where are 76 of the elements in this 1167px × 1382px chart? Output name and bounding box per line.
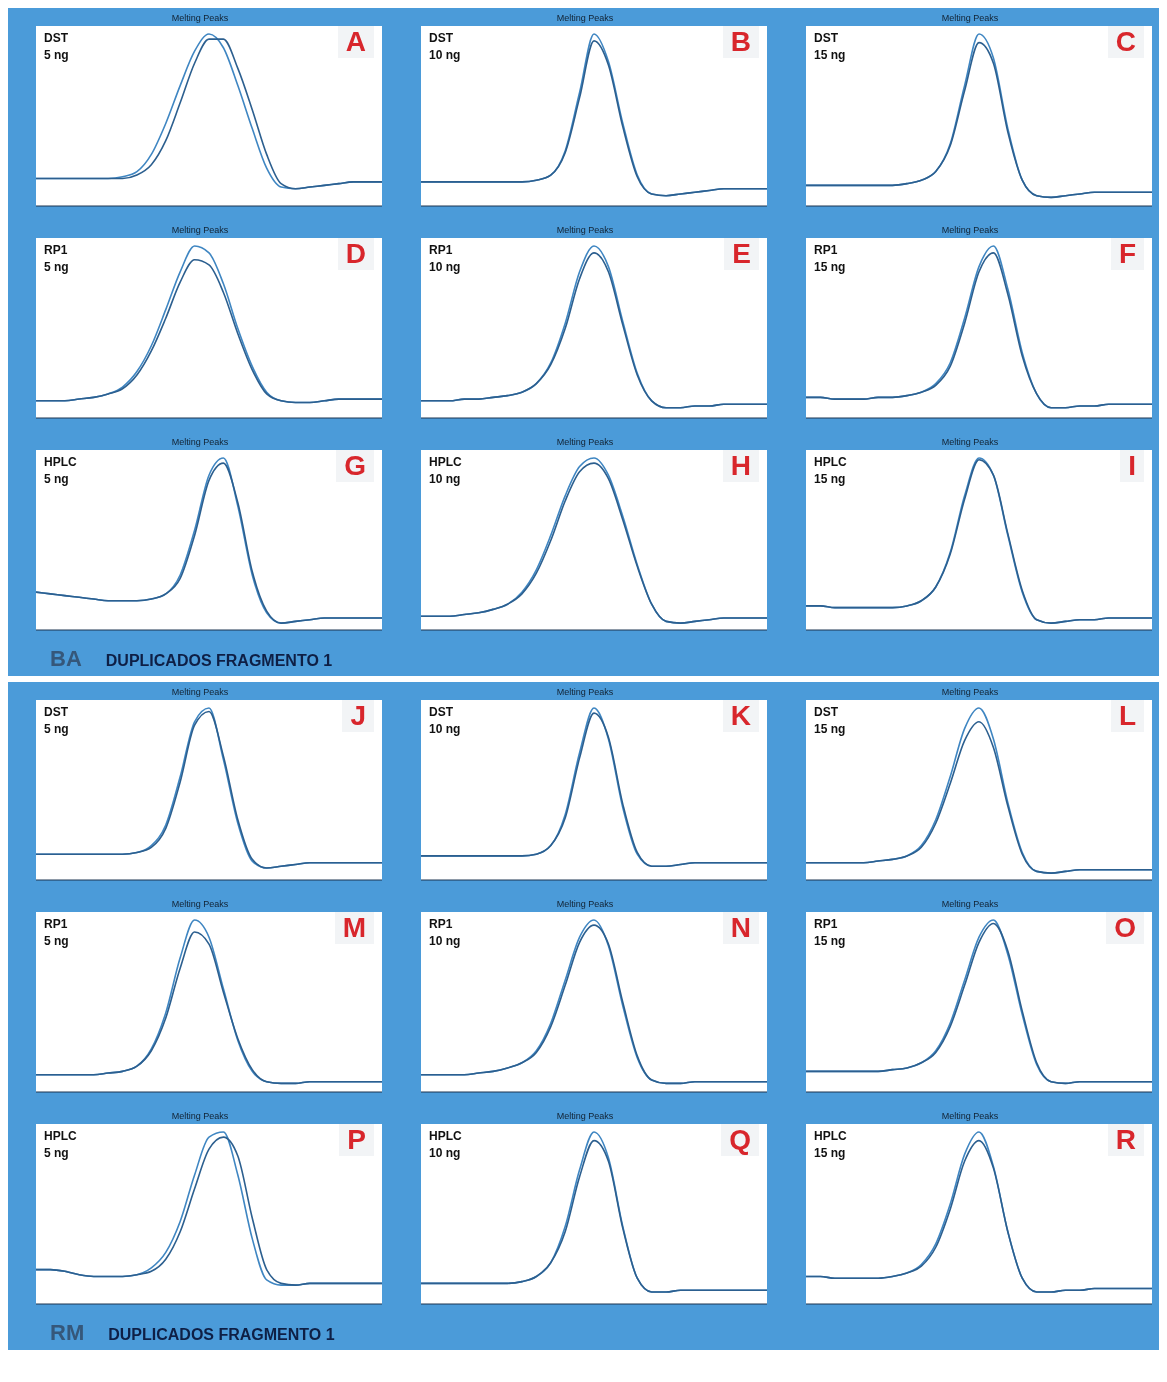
text: BA [50,646,82,671]
annotation: RP1 [44,242,69,259]
chart-title: Melting Peaks [940,12,1000,24]
annotation: 5 ng [44,1145,70,1162]
annotation: DST [429,704,454,721]
annotation: HPLC [429,454,462,471]
annotation: R [1107,1124,1144,1156]
annotation: 5 ng [44,259,69,276]
annotation: 15 ng [814,259,846,276]
annotation: Q [721,1124,759,1156]
annotation: DST [814,30,839,47]
annotation: 5 ng [44,933,69,950]
annotation: I [1120,450,1144,482]
annotation: 10 ng [429,933,461,950]
annotation: HPLC [814,454,847,471]
annotation: RP1 [429,242,454,259]
annotation: G [336,450,374,482]
annotation: RP1 [429,916,454,933]
chart-title: Melting Peaks [555,898,615,910]
annotation: K [722,700,759,732]
annotation: A [337,26,374,58]
annotation: 15 ng [814,47,846,64]
chart-title: Melting Peaks [170,1110,230,1122]
annotation: RP1 [814,916,839,933]
annotation: 5 ng [44,47,69,64]
annotation: RP1 [44,916,69,933]
annotation: 15 ng [814,721,846,738]
annotation: 5 ng [44,721,69,738]
annotation: RP1 [814,242,839,259]
chart-title: Melting Peaks [940,898,1000,910]
annotation: 15 ng [814,1145,847,1162]
chart-title: Melting Peaks [170,686,230,698]
annotation: DST [44,704,69,721]
annotation: HPLC [429,1128,462,1145]
chart-title: Melting Peaks [555,224,615,236]
chart-title: Melting Peaks [170,224,230,236]
annotation: B [722,26,759,58]
annotation: DST [44,30,69,47]
chart-title: Melting Peaks [555,12,615,24]
annotation: F [1110,238,1144,270]
chart-title: Melting Peaks [940,1110,1000,1122]
chart-title: Melting Peaks [555,1110,615,1122]
annotation: D [337,238,374,270]
chart-title: Melting Peaks [940,436,1000,448]
annotation: 10 ng [429,471,462,488]
annotation: 10 ng [429,721,461,738]
annotation: O [1106,912,1144,944]
annotation: 5 ng [44,471,70,488]
chart-title: Melting Peaks [555,686,615,698]
text: RM [50,1320,85,1345]
chart-title: Melting Peaks [555,436,615,448]
chart-title: Melting Peaks [170,12,230,24]
annotation: 10 ng [429,259,461,276]
chart-title: Melting Peaks [170,436,230,448]
annotation: E [724,238,759,270]
annotation: DST [429,30,454,47]
annotation: N [722,912,759,944]
annotation: HPLC [44,454,77,471]
chart-title: Melting Peaks [940,686,1000,698]
text: DUPLICADOS FRAGMENTO 1 [105,652,333,669]
text: DUPLICADOS FRAGMENTO 1 [108,1326,335,1343]
annotation: DST [814,704,839,721]
annotation: HPLC [814,1128,847,1145]
annotation: P [339,1124,374,1156]
annotation: 10 ng [429,1145,462,1162]
annotation: H [722,450,759,482]
chart-title: Melting Peaks [940,224,1000,236]
annotation: 15 ng [814,471,847,488]
annotation: HPLC [44,1128,77,1145]
annotation: 15 ng [814,933,846,950]
annotation: M [334,912,374,944]
annotation: J [342,700,374,732]
annotation: L [1110,700,1144,732]
chart-title: Melting Peaks [170,898,230,910]
annotation: 10 ng [429,47,461,64]
annotation: C [1107,26,1144,58]
